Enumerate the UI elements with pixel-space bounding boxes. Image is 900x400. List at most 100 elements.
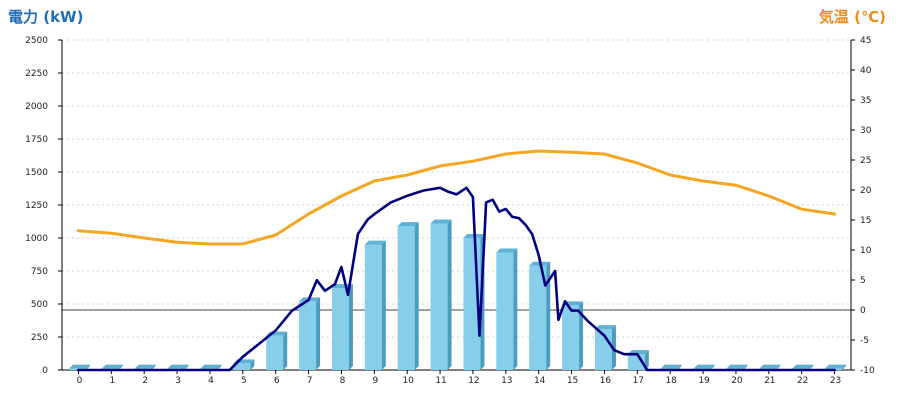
x-tick-label-12: 12 — [468, 376, 479, 386]
bar-9 — [364, 244, 382, 370]
bar-side-11 — [447, 219, 452, 370]
right-tick-label-5: 15 — [860, 216, 871, 226]
bar-side-0 — [85, 364, 90, 370]
x-tick-label-6: 6 — [274, 376, 280, 386]
x-tick-label-7: 7 — [307, 376, 313, 386]
right-tick-label-10: 40 — [860, 66, 872, 76]
left-tick-label-7: 1750 — [25, 135, 48, 145]
bar-top-0 — [68, 364, 90, 369]
left-axis-title: 電力 (kW) — [8, 8, 84, 26]
x-tick-label-19: 19 — [698, 376, 710, 386]
bar-side-14 — [546, 261, 551, 370]
right-tick-label-1: -5 — [860, 336, 869, 346]
bar-10 — [397, 226, 415, 370]
left-tick-label-0: 0 — [42, 366, 48, 376]
x-tick-label-21: 21 — [764, 376, 775, 386]
right-tick-label-4: 10 — [860, 246, 872, 256]
bar-5 — [233, 363, 251, 370]
x-tick-label-20: 20 — [731, 376, 743, 386]
x-tick-label-22: 22 — [797, 376, 808, 386]
bar-top-13 — [496, 248, 518, 253]
right-tick-label-2: 0 — [860, 306, 866, 316]
bar-top-9 — [364, 240, 386, 245]
x-tick-label-11: 11 — [435, 376, 446, 386]
bar-side-1 — [118, 364, 123, 370]
power-line — [77, 186, 836, 372]
x-tick-label-14: 14 — [534, 376, 546, 386]
temperature-line — [76, 149, 837, 246]
x-tick-label-13: 13 — [501, 376, 512, 386]
bar-top-1 — [101, 364, 123, 369]
bar-top-2 — [134, 364, 156, 369]
left-tick-label-8: 2000 — [25, 102, 48, 112]
x-tick-label-1: 1 — [109, 376, 115, 386]
x-tick-label-18: 18 — [665, 376, 677, 386]
bar-top-10 — [397, 222, 419, 227]
bar-7 — [299, 301, 317, 370]
x-tick-label-8: 8 — [340, 376, 346, 386]
left-tick-label-6: 1500 — [25, 168, 48, 178]
right-tick-label-0: -10 — [860, 366, 875, 376]
left-tick-label-9: 2250 — [25, 69, 48, 79]
left-tick-label-3: 750 — [31, 267, 48, 277]
bar-side-3 — [184, 364, 189, 370]
bar-top-21 — [759, 364, 781, 369]
left-tick-label-4: 1000 — [25, 234, 48, 244]
left-tick-label-2: 500 — [31, 300, 48, 310]
bar-11 — [430, 223, 448, 370]
right-tick-label-11: 45 — [860, 36, 871, 46]
bar-8 — [331, 288, 349, 370]
bar-side-10 — [414, 222, 419, 370]
left-tick-label-10: 2500 — [25, 36, 48, 46]
right-tick-label-8: 30 — [860, 126, 872, 136]
bar-side-8 — [348, 284, 353, 370]
bar-top-16 — [594, 325, 616, 330]
bar-side-22 — [809, 364, 814, 370]
bar-side-13 — [513, 248, 518, 370]
bar-top-8 — [331, 284, 353, 289]
left-tick-label-5: 1250 — [25, 201, 48, 211]
bar-top-20 — [726, 364, 748, 369]
bar-side-23 — [842, 364, 847, 370]
x-tick-label-17: 17 — [633, 376, 644, 386]
x-tick-label-10: 10 — [402, 376, 414, 386]
bar-top-19 — [693, 364, 715, 369]
bar-side-20 — [743, 364, 748, 370]
bar-side-9 — [381, 240, 386, 370]
bar-side-21 — [776, 364, 781, 370]
right-axis-title: 気温 (℃) — [818, 8, 886, 26]
bar-side-4 — [217, 364, 222, 370]
x-tick-label-4: 4 — [208, 376, 214, 386]
bar-side-2 — [151, 364, 156, 370]
left-tick-label-1: 250 — [31, 333, 48, 343]
bar-14 — [529, 265, 547, 370]
x-tick-label-16: 16 — [600, 376, 612, 386]
bar-top-11 — [430, 219, 452, 224]
bar-side-15 — [579, 301, 584, 370]
bar-side-7 — [316, 297, 321, 370]
bar-top-22 — [792, 364, 814, 369]
bar-side-6 — [283, 331, 288, 370]
x-tick-label-9: 9 — [372, 376, 378, 386]
bar-15 — [562, 305, 580, 370]
right-tick-label-3: 5 — [860, 276, 866, 286]
bar-top-23 — [825, 364, 847, 369]
right-tick-label-9: 35 — [860, 96, 871, 106]
bar-side-19 — [710, 364, 715, 370]
bar-side-5 — [250, 359, 255, 370]
x-tick-label-15: 15 — [567, 376, 578, 386]
x-tick-label-23: 23 — [830, 376, 841, 386]
right-tick-label-6: 20 — [860, 186, 872, 196]
x-tick-label-3: 3 — [175, 376, 181, 386]
bar-side-17 — [644, 350, 649, 370]
bar-top-4 — [200, 364, 222, 369]
bar-side-18 — [677, 364, 682, 370]
x-tick-label-2: 2 — [142, 376, 148, 386]
x-tick-label-5: 5 — [241, 376, 247, 386]
bar-13 — [496, 252, 514, 370]
bar-top-18 — [660, 364, 682, 369]
x-tick-label-0: 0 — [77, 376, 83, 386]
right-tick-label-7: 25 — [860, 156, 871, 166]
bar-6 — [266, 335, 284, 370]
